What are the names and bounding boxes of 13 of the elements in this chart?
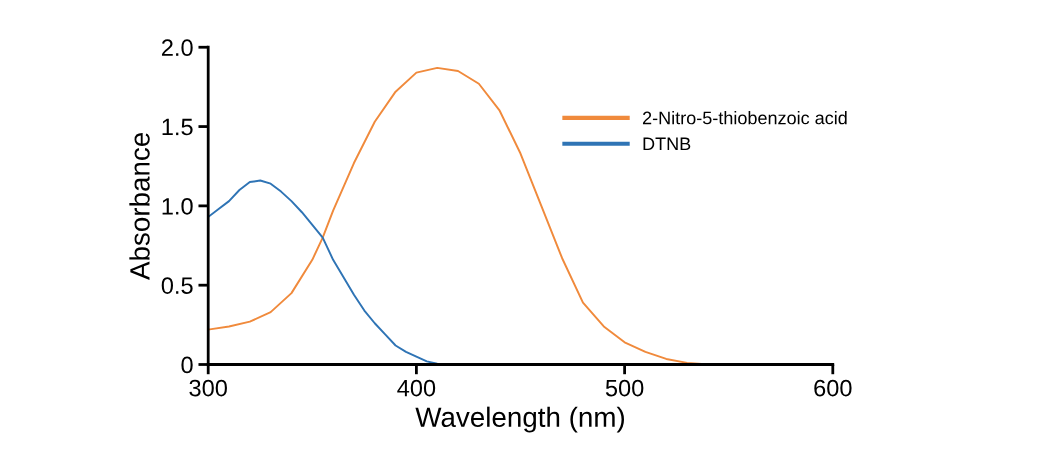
y-axis-title: Absorbance bbox=[129, 132, 150, 280]
y-tick-label: 2.0 bbox=[161, 39, 193, 57]
x-tick-label: 500 bbox=[605, 379, 644, 397]
legend-label: 2-Nitro-5-thiobenzoic acid bbox=[642, 111, 847, 125]
y-tick-label: 0 bbox=[181, 356, 193, 374]
x-axis-title: Wavelength (nm) bbox=[415, 406, 625, 433]
y-tick-label: 1.5 bbox=[162, 118, 193, 136]
legend-label: DTNB bbox=[643, 137, 691, 151]
y-tick-label: 1.0 bbox=[162, 197, 193, 215]
x-tick-label: 600 bbox=[814, 379, 852, 397]
y-tick-label: 0.5 bbox=[161, 277, 193, 294]
x-tick-label: 400 bbox=[397, 379, 436, 397]
x-tick-label: 300 bbox=[189, 379, 227, 397]
